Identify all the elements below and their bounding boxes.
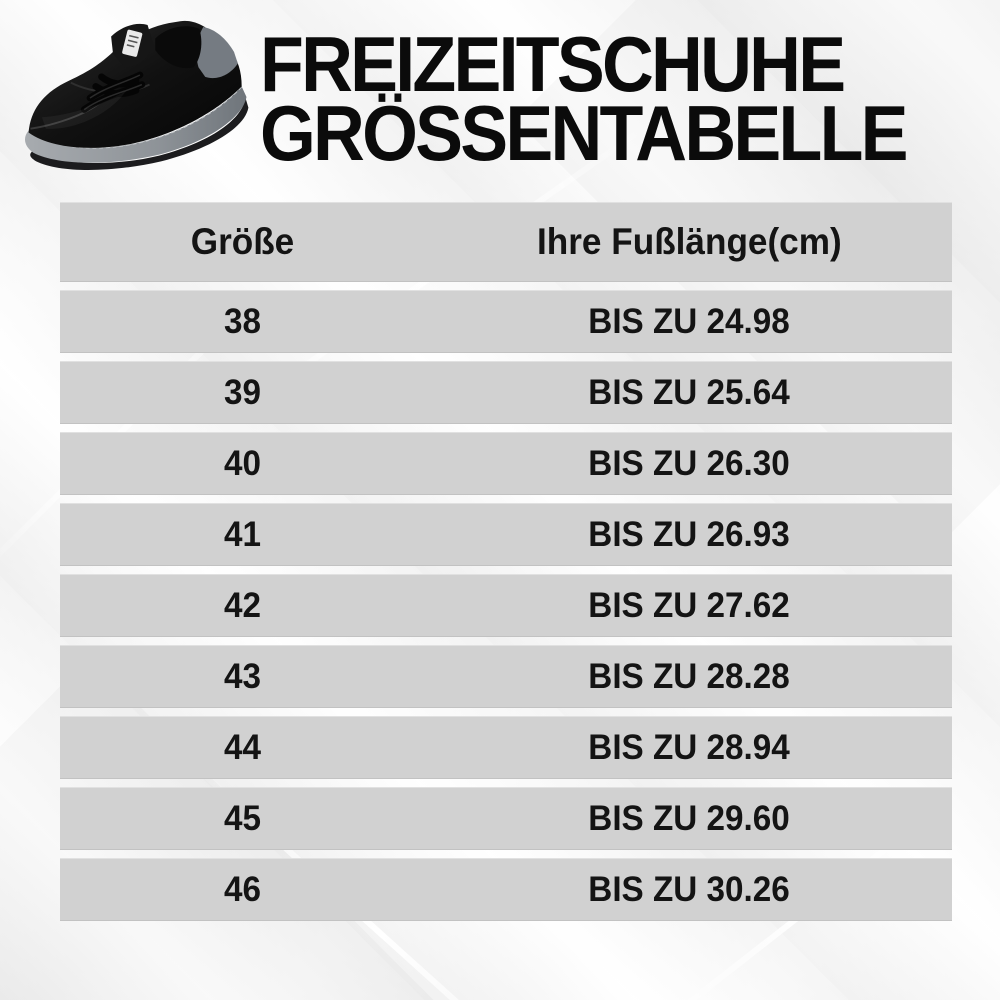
- column-header-foot-length: Ihre Fußlänge(cm): [536, 221, 842, 262]
- foot-length-cell: BIS ZU 30.26: [588, 869, 790, 909]
- foot-length-cell: BIS ZU 28.94: [588, 727, 790, 767]
- size-table-body: 38 BIS ZU 24.98 39 BIS ZU 25.64 40 BIS Z…: [60, 290, 952, 921]
- foot-length-cell: BIS ZU 25.64: [588, 372, 790, 412]
- size-cell: 38: [224, 301, 262, 341]
- table-row: 40 BIS ZU 26.30: [60, 432, 952, 495]
- size-table-header-row: Größe Ihre Fußlänge(cm): [60, 202, 952, 282]
- size-cell: 44: [224, 727, 262, 767]
- shoe-heel-patch: [196, 26, 238, 79]
- sneaker-product-image: [24, 20, 249, 170]
- table-row: 41 BIS ZU 26.93: [60, 503, 952, 566]
- table-row: 45 BIS ZU 29.60: [60, 787, 952, 850]
- size-cell: 43: [224, 656, 262, 696]
- tongue-label: [122, 29, 143, 57]
- size-cell: 46: [224, 869, 262, 909]
- column-header-size: Größe: [191, 221, 295, 262]
- page-title: FREIZEITSCHUHE GRÖSSENTABELLE: [260, 20, 962, 177]
- table-row: 44 BIS ZU 28.94: [60, 716, 952, 779]
- size-cell: 45: [224, 798, 262, 838]
- foot-length-cell: BIS ZU 26.93: [588, 514, 790, 554]
- foot-length-cell: BIS ZU 27.62: [588, 585, 790, 625]
- size-cell: 42: [224, 585, 262, 625]
- table-row: 39 BIS ZU 25.64: [60, 361, 952, 424]
- foot-length-cell: BIS ZU 28.28: [588, 656, 790, 696]
- title-line-2: GRÖSSENTABELLE: [260, 89, 909, 177]
- title-line-1: FREIZEITSCHUHE: [260, 20, 846, 108]
- table-row: 38 BIS ZU 24.98: [60, 290, 952, 353]
- header-section: FREIZEITSCHUHE GRÖSSENTABELLE: [0, 0, 1000, 202]
- shoe-outsole: [30, 98, 249, 170]
- table-row: 42 BIS ZU 27.62: [60, 574, 952, 637]
- shoe-midsole: [24, 86, 247, 163]
- table-row: 46 BIS ZU 30.26: [60, 858, 952, 921]
- size-cell: 41: [224, 514, 262, 554]
- foot-length-cell: BIS ZU 24.98: [588, 301, 790, 341]
- foot-length-cell: BIS ZU 26.30: [588, 443, 790, 483]
- foot-length-cell: BIS ZU 29.60: [588, 798, 790, 838]
- size-cell: 40: [224, 443, 262, 483]
- size-table: Größe Ihre Fußlänge(cm) 38 BIS ZU 24.98 …: [60, 202, 952, 921]
- size-cell: 39: [224, 372, 262, 412]
- table-row: 43 BIS ZU 28.28: [60, 645, 952, 708]
- shoe-collar: [155, 26, 202, 69]
